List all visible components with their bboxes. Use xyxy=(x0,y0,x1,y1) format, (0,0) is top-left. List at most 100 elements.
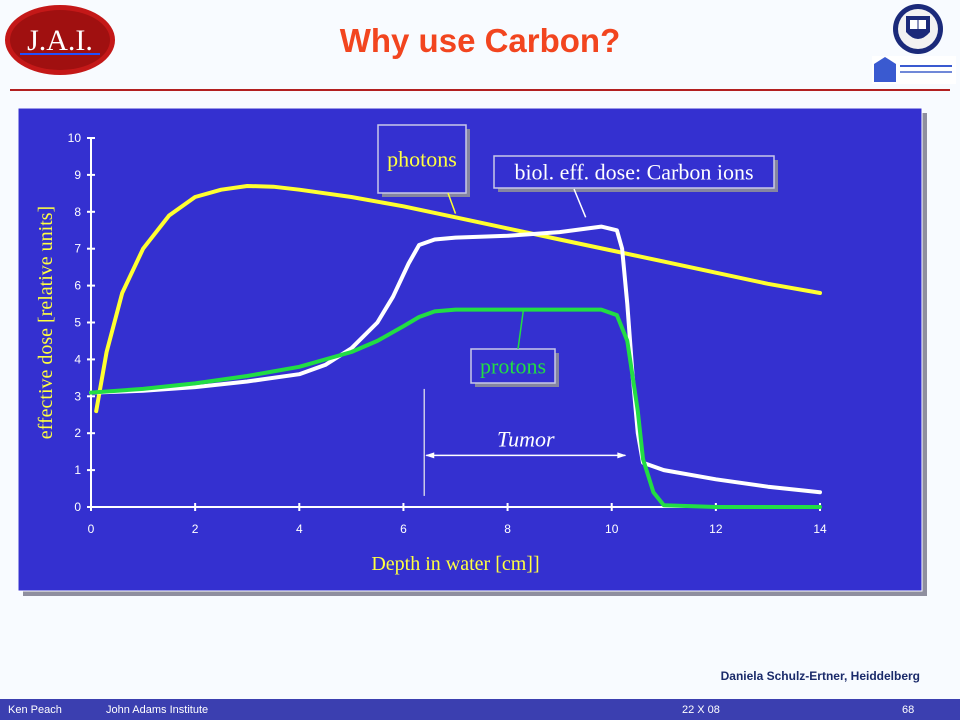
y-axis-label: effective dose [relative units] xyxy=(35,206,57,439)
carbon-ions-point xyxy=(376,321,379,324)
carbon-ions-point xyxy=(193,385,197,389)
y-tick-label: 3 xyxy=(74,389,81,403)
dose-depth-chart: 0 1 2 3 4 5 6 7 8 9 10 0 2 4 6 8 10 12 14 Depth in water [c… xyxy=(17,107,927,596)
carbon-ions-point xyxy=(298,373,301,376)
carbon-ions-point xyxy=(506,234,509,237)
x-tick-label: 6 xyxy=(400,522,407,536)
carbon-ions-point xyxy=(417,243,421,247)
y-tick-label: 2 xyxy=(74,426,81,440)
footer-institute: John Adams Institute xyxy=(106,704,209,716)
protons-point xyxy=(350,350,353,354)
photons-point xyxy=(121,291,124,295)
x-tick-label: 4 xyxy=(296,522,303,536)
photons-point xyxy=(714,271,718,274)
carbon-ions-point xyxy=(350,347,353,350)
x-tick-label: 2 xyxy=(192,522,199,536)
protons-point xyxy=(376,339,379,343)
x-tick-label: 10 xyxy=(605,522,619,536)
carbon-ions-point xyxy=(324,363,327,367)
protons-point xyxy=(766,505,770,509)
protons-callout-text: protons xyxy=(480,354,546,379)
photons-point xyxy=(95,409,98,413)
page-title: Why use Carbon? xyxy=(339,22,621,59)
photons-point xyxy=(558,238,561,241)
y-tick-label: 7 xyxy=(74,242,81,256)
protons-point xyxy=(558,308,561,311)
carbon-ions-point xyxy=(818,491,822,494)
x-tick-label: 8 xyxy=(504,522,511,536)
x-tick-label: 14 xyxy=(813,522,827,536)
protons-point xyxy=(454,308,457,311)
photons-point xyxy=(506,227,509,230)
photons-point xyxy=(246,184,249,188)
y-tick-label: 9 xyxy=(74,168,81,182)
protons-point xyxy=(626,339,629,343)
x-tick-label: 0 xyxy=(88,522,95,536)
protons-point xyxy=(298,365,301,368)
carbon-ions-point xyxy=(433,238,436,241)
photons-leader-line xyxy=(447,192,457,214)
photons-callout-text: photons xyxy=(387,147,457,172)
jai-logo-text: J.A.I. xyxy=(27,24,93,57)
y-tick-label: 0 xyxy=(74,500,81,514)
protons-point xyxy=(652,491,655,494)
photons-point xyxy=(298,188,301,191)
photons-point xyxy=(610,249,613,252)
protons-point xyxy=(615,313,619,317)
protons-point xyxy=(636,409,639,413)
footer-author: Ken Peach xyxy=(8,704,62,716)
protons-point xyxy=(641,457,645,461)
photons-point xyxy=(402,205,405,208)
footer-page-number: 68 xyxy=(902,704,915,716)
photons-curve xyxy=(94,184,822,414)
photons-point xyxy=(662,260,665,263)
protons-point xyxy=(417,315,421,319)
protons-point xyxy=(714,505,718,509)
y-tick-label: 1 xyxy=(74,463,81,477)
protons-callout-box xyxy=(470,348,556,384)
protons-point xyxy=(246,374,249,378)
tumor-arrow-right xyxy=(617,452,627,459)
photons-callout-box xyxy=(377,124,467,194)
photons-point xyxy=(220,188,223,191)
protons-point xyxy=(506,308,509,311)
y-tick-label: 10 xyxy=(68,131,82,145)
protons-point xyxy=(89,391,93,394)
carbon-ions-point xyxy=(662,468,665,472)
y-tick-label: 6 xyxy=(74,279,81,293)
royal-holloway-logo xyxy=(872,56,956,84)
carbon-ions-point xyxy=(615,229,619,232)
photons-point xyxy=(105,350,108,354)
header-rule xyxy=(10,89,950,91)
protons-point xyxy=(402,325,405,328)
carbon-ions-point xyxy=(454,236,457,239)
x-tick-label: 12 xyxy=(709,522,723,536)
protons-point xyxy=(818,505,822,509)
photons-point xyxy=(454,216,457,219)
protons-point xyxy=(600,308,603,311)
jai-logo: J.A.I. xyxy=(4,4,116,76)
photons-point xyxy=(167,214,171,217)
carbon-ions-point xyxy=(714,478,718,481)
photons-point xyxy=(350,195,353,199)
carbon-ions-point xyxy=(600,225,603,228)
carbon-ions-point xyxy=(620,247,624,250)
carbon-ions-point xyxy=(626,302,629,306)
oxford-crest-icon xyxy=(892,2,944,56)
photons-point xyxy=(141,247,145,250)
carbon-leader-line xyxy=(573,188,587,218)
tumor-label: Tumor xyxy=(497,426,555,451)
photons-point xyxy=(193,195,197,199)
photons-point xyxy=(818,291,822,295)
footer-bar: Ken Peach John Adams Institute 22 X 08 6… xyxy=(0,699,960,720)
photons-point xyxy=(766,282,770,285)
carbon-callout-text: biol. eff. dose: Carbon ions xyxy=(514,160,753,185)
protons-point xyxy=(662,504,665,507)
image-credit: Daniela Schulz-Ertner, Heiddelberg xyxy=(720,669,920,683)
carbon-ions-point xyxy=(407,262,410,265)
carbon-ions-point xyxy=(246,380,249,383)
protons-point xyxy=(193,382,197,385)
carbon-callout-box xyxy=(493,155,775,189)
tumor-arrow-left xyxy=(425,452,435,459)
carbon-ions-point xyxy=(766,485,770,488)
